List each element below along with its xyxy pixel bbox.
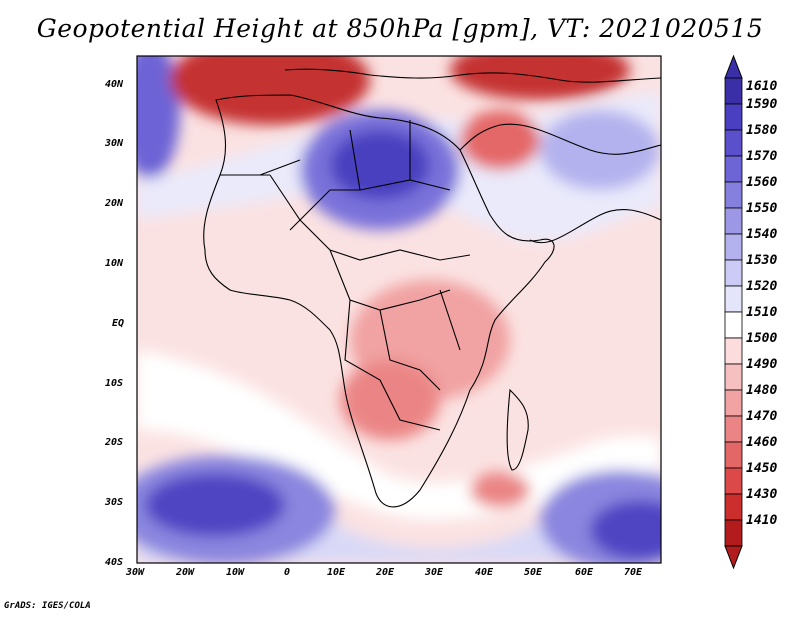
colorbar-level-label: 1470 — [746, 409, 777, 424]
colorbar-swatch — [724, 415, 743, 443]
colorbar-swatch — [724, 389, 743, 417]
colorbar-level-label: 1450 — [746, 461, 777, 476]
colorbar-swatch — [724, 233, 743, 261]
lat-tick-label: 30S — [105, 497, 124, 508]
chart-title: Geopotential Height at 850hPa [gpm], VT:… — [36, 14, 764, 43]
colorbar-swatch — [724, 311, 743, 339]
lon-tick-label: 10E — [327, 567, 346, 578]
lon-tick-label: 50E — [524, 567, 543, 578]
height-field — [137, 56, 661, 563]
lon-tick-label: 30W — [126, 567, 145, 578]
colorbar-level-label: 1460 — [746, 435, 777, 450]
colorbar-swatch — [724, 337, 743, 365]
lat-tick-label: 40S — [105, 557, 124, 568]
colorbar-level-label: 1550 — [746, 201, 777, 216]
colorbar-level-label: 1480 — [746, 383, 777, 398]
lon-tick-label: 10W — [226, 567, 245, 578]
colorbar-swatch — [724, 129, 743, 157]
lat-tick-label: 40N — [105, 79, 124, 90]
colorbar-level-label: 1530 — [746, 253, 777, 268]
colorbar-swatch — [724, 77, 743, 105]
colorbar-swatch — [724, 259, 743, 287]
lon-tick-label: 20E — [376, 567, 395, 578]
colorbar-level-label: 1500 — [746, 331, 777, 346]
colorbar-swatch — [724, 155, 743, 183]
lat-tick-label: 20S — [105, 437, 124, 448]
grads-credit: GrADS: IGES/COLA — [4, 601, 91, 611]
map-frame — [136, 55, 662, 564]
lon-tick-label: 40E — [475, 567, 494, 578]
colorbar-level-label: 1580 — [746, 123, 777, 138]
colorbar-level-label: 1590 — [746, 97, 777, 112]
colorbar-level-label: 1540 — [746, 227, 777, 242]
lat-tick-label: 10N — [105, 258, 124, 269]
colorbar: 1610 1590 1580 1570 1560 1550 1540 1530 1520 1510… — [724, 54, 777, 570]
lon-tick-label: 60E — [575, 567, 594, 578]
colorbar-arrow-bottom — [724, 545, 743, 570]
colorbar-swatch — [724, 207, 743, 235]
colorbar-swatch — [724, 285, 743, 313]
colorbar-swatch — [724, 467, 743, 495]
colorbar-level-label: 1520 — [746, 279, 777, 294]
lat-tick-label: 30N — [105, 138, 124, 149]
colorbar-swatch — [724, 181, 743, 209]
colorbar-level-label: 1430 — [746, 487, 777, 502]
colorbar-swatch — [724, 519, 743, 547]
colorbar-swatch — [724, 493, 743, 521]
colorbar-level-label: 1490 — [746, 357, 777, 372]
colorbar-swatch — [724, 441, 743, 469]
colorbar-swatch — [724, 103, 743, 131]
coastlines — [203, 68, 661, 508]
colorbar-level-label: 1510 — [746, 305, 777, 320]
colorbar-level-label: 1570 — [746, 149, 777, 164]
colorbar-level-label: 1610 — [746, 79, 777, 94]
lon-tick-label: 70E — [624, 567, 643, 578]
lat-tick-label: 10S — [105, 378, 124, 389]
lon-tick-label: 20W — [176, 567, 195, 578]
lon-tick-label: 30E — [425, 567, 444, 578]
colorbar-arrow-top — [724, 54, 743, 79]
colorbar-level-label: 1410 — [746, 513, 777, 528]
lat-tick-label: EQ — [112, 318, 125, 329]
colorbar-level-label: 1560 — [746, 175, 777, 190]
lon-tick-label: 0 — [284, 567, 291, 578]
colorbar-swatch — [724, 363, 743, 391]
lat-tick-label: 20N — [105, 198, 124, 209]
